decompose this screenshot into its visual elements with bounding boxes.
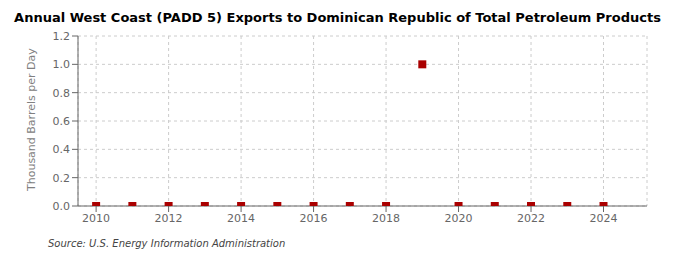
html-text:Source: U.S. Energy Informatio: Source: U.S. Energy Information Administ… (48, 238, 286, 249)
svg-text:2018: 2018 (372, 212, 400, 225)
svg-text:0.0: 0.0 (53, 200, 71, 213)
svg-text:2010: 2010 (82, 212, 110, 225)
html-text:Annual West Coast (PADD 5) Exp: Annual West Coast (PADD 5) Exports to Do… (14, 10, 661, 25)
svg-text:0.6: 0.6 (53, 115, 71, 128)
svg-text:0.2: 0.2 (53, 172, 71, 185)
svg-text:0.4: 0.4 (53, 143, 71, 156)
svg-text:2016: 2016 (300, 212, 328, 225)
svg-text:0.8: 0.8 (53, 87, 71, 100)
svg-text:2020: 2020 (445, 212, 473, 225)
svg-text:2024: 2024 (590, 212, 618, 225)
svg-text:1.0: 1.0 (53, 58, 71, 71)
svg-text:2014: 2014 (227, 212, 255, 225)
svg-text:2012: 2012 (155, 212, 183, 225)
svg-text:1.2: 1.2 (53, 30, 71, 43)
svg-text:2022: 2022 (517, 212, 545, 225)
svg-text:Thousand Barrels per Day: Thousand Barrels per Day (25, 48, 38, 192)
